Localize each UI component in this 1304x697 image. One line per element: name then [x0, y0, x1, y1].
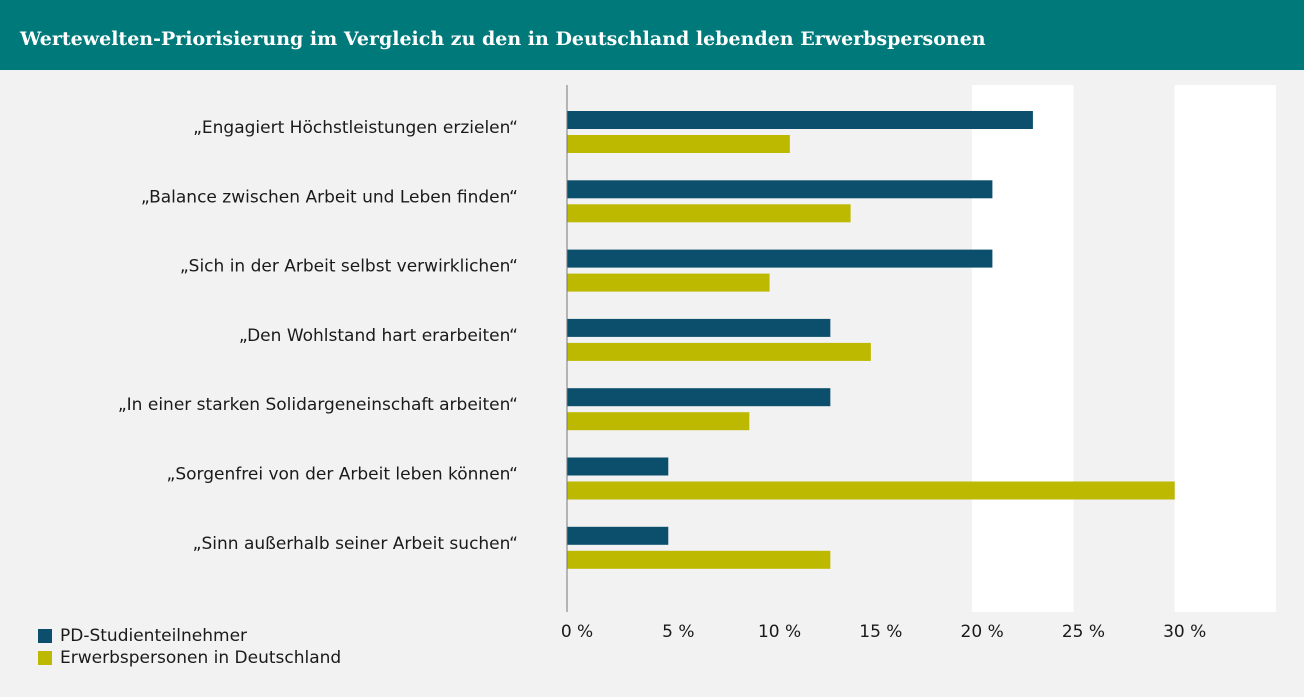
band [972, 85, 1074, 612]
legend-swatch [38, 629, 52, 643]
bar [567, 273, 770, 292]
header [0, 0, 1304, 70]
category-label: „Den Wohlstand hart erarbeiten“ [239, 326, 518, 346]
bar [567, 135, 790, 153]
bar [567, 481, 1175, 500]
category-label: „Sich in der Arbeit selbst verwirklichen… [180, 257, 518, 277]
legend-label: PD-Studienteilnehmer [60, 626, 247, 646]
bar [567, 342, 871, 361]
bar [567, 111, 1033, 129]
bar [567, 318, 831, 337]
category-label: „Sinn außerhalb seiner Arbeit suchen“ [193, 534, 518, 554]
category-label: „In einer starken Solidargeneinschaft ar… [118, 395, 518, 415]
legend-swatch [38, 651, 52, 665]
bar [567, 180, 993, 199]
x-tick-label: 10 % [758, 622, 801, 642]
legend-label: Erwerbspersonen in Deutschland [60, 648, 341, 668]
band [1174, 85, 1276, 612]
bar [567, 457, 669, 476]
category-label: „Engagiert Höchstleistungen erzielen“ [193, 118, 518, 138]
bar [567, 204, 851, 223]
category-label: „Sorgenfrei von der Arbeit leben können“ [167, 465, 518, 485]
x-tick-label: 20 % [961, 622, 1004, 642]
bar [567, 526, 669, 545]
category-label: „Balance zwischen Arbeit und Leben finde… [141, 187, 518, 207]
x-tick-label: 25 % [1062, 622, 1105, 642]
bar [567, 388, 831, 407]
x-tick-label: 0 % [561, 622, 593, 642]
x-tick-label: 15 % [859, 622, 902, 642]
chart-title: Wertewelten-Priorisierung im Vergleich z… [19, 28, 986, 50]
x-tick-label: 5 % [662, 622, 694, 642]
bar [567, 550, 831, 569]
bar [567, 412, 750, 431]
x-tick-label: 30 % [1163, 622, 1206, 642]
bar [567, 249, 993, 268]
